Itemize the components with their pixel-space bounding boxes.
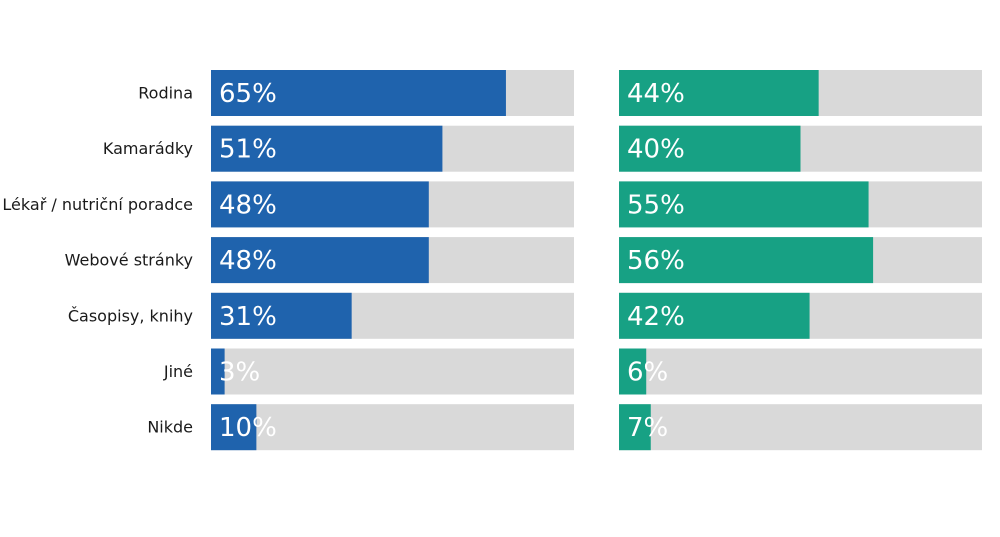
data-label: 48%: [219, 246, 277, 276]
data-label: 3%: [219, 358, 260, 388]
category-label: Webové stránky: [65, 251, 193, 270]
bar: [211, 181, 429, 228]
bar-track: [619, 348, 982, 395]
data-label: 44%: [627, 79, 685, 109]
bar-track: [619, 404, 982, 451]
data-label: 40%: [627, 135, 685, 165]
bar: [619, 70, 819, 116]
bar: [619, 125, 801, 172]
bar: [211, 237, 429, 284]
bar: [619, 181, 869, 228]
bar: [211, 348, 225, 395]
data-label: 51%: [219, 135, 277, 165]
bar-track: [211, 404, 574, 451]
category-label: Časopisy, knihy: [68, 306, 193, 325]
data-label: 42%: [627, 302, 685, 332]
category-label: Rodina: [138, 84, 193, 103]
bar-track: [211, 348, 574, 395]
data-label: 10%: [219, 413, 277, 443]
bar: [211, 404, 257, 451]
data-label: 7%: [627, 413, 668, 443]
data-label: 56%: [627, 246, 685, 276]
category-label: Nikde: [147, 418, 193, 437]
bar: [211, 125, 443, 172]
bar: [211, 70, 506, 116]
data-label: 65%: [219, 79, 277, 109]
bar: [211, 292, 352, 339]
category-label: Kamarádky: [103, 139, 193, 158]
bar: [619, 237, 874, 284]
bar: [619, 404, 651, 451]
data-label: 48%: [219, 190, 277, 220]
data-label: 6%: [627, 358, 668, 388]
data-label: 31%: [219, 302, 277, 332]
bar: [619, 348, 647, 395]
category-label: Jiné: [163, 362, 193, 381]
bar: [619, 292, 810, 339]
category-label: Lékař / nutriční poradce: [2, 195, 193, 214]
data-label: 55%: [627, 190, 685, 220]
